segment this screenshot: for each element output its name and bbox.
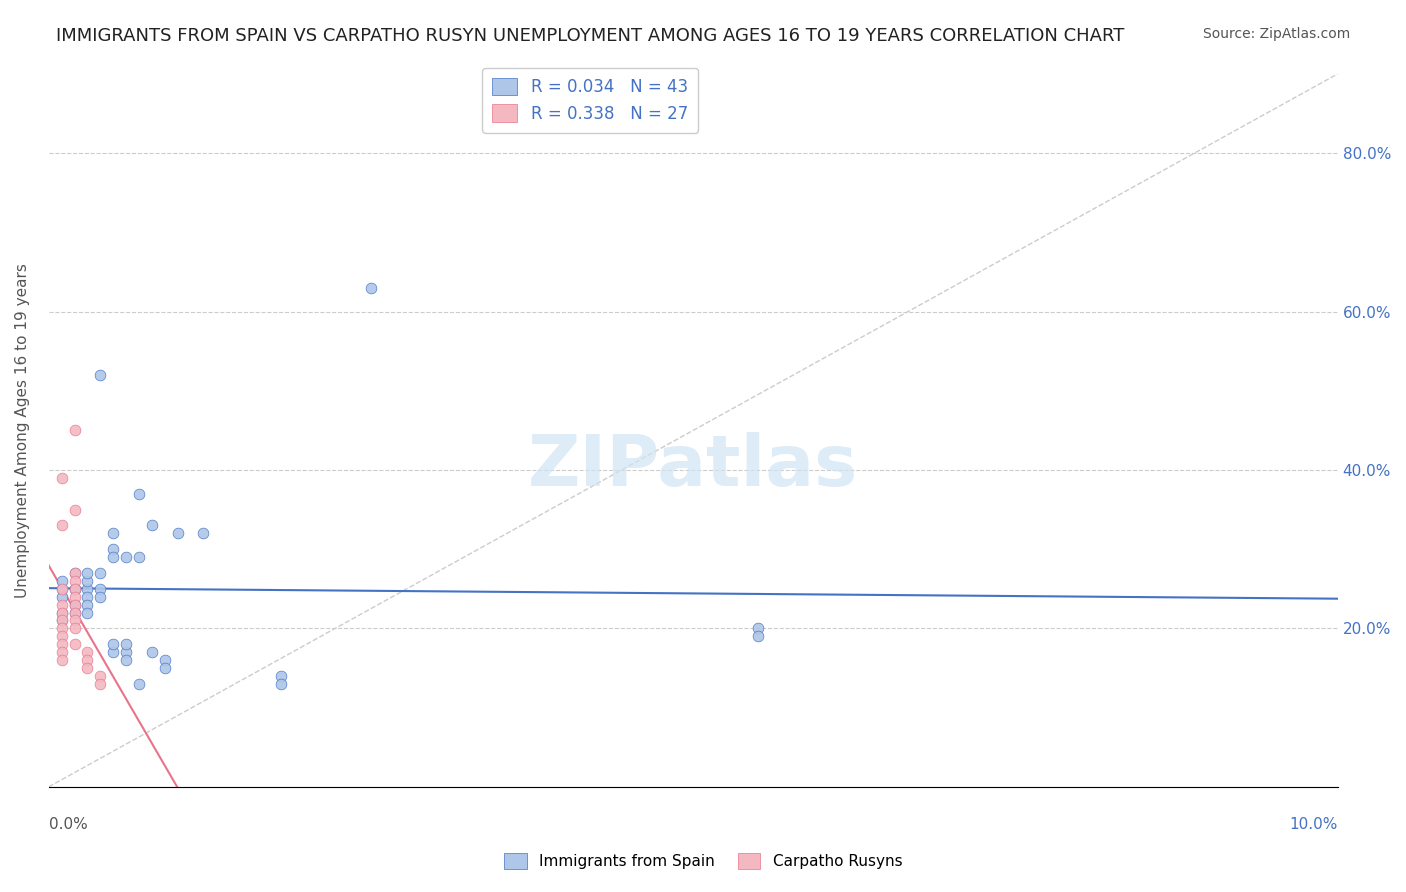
Point (115, 550, 138, 565)
Point (76, 653, 98, 667)
Point (51, 629, 73, 643)
Point (128, 487, 150, 501)
Point (51, 582, 73, 596)
Point (115, 637, 138, 651)
Point (103, 645, 125, 659)
Point (89, 368, 111, 382)
Point (76, 590, 98, 604)
Point (51, 518, 73, 533)
Point (115, 653, 138, 667)
Point (89, 590, 111, 604)
Text: IMMIGRANTS FROM SPAIN VS CARPATHO RUSYN UNEMPLOYMENT AMONG AGES 16 TO 19 YEARS C: IMMIGRANTS FROM SPAIN VS CARPATHO RUSYN … (56, 27, 1125, 45)
Point (76, 606, 98, 620)
Point (270, 677, 292, 691)
Point (166, 526, 188, 541)
Point (63, 566, 86, 580)
Point (51, 637, 73, 651)
Point (360, 281, 382, 295)
Point (51, 606, 73, 620)
Point (128, 677, 150, 691)
Point (270, 669, 292, 683)
Point (63, 566, 86, 580)
Point (115, 645, 138, 659)
Point (76, 574, 98, 588)
Legend: R = 0.034   N = 43, R = 0.338   N = 27: R = 0.034 N = 43, R = 0.338 N = 27 (482, 68, 697, 133)
Point (63, 582, 86, 596)
Point (76, 598, 98, 612)
Point (103, 550, 125, 565)
Text: Source: ZipAtlas.com: Source: ZipAtlas.com (1202, 27, 1350, 41)
Text: ZIPatlas: ZIPatlas (529, 432, 858, 500)
Point (63, 423, 86, 437)
Point (51, 574, 73, 588)
Point (76, 661, 98, 675)
Y-axis label: Unemployment Among Ages 16 to 19 years: Unemployment Among Ages 16 to 19 years (15, 263, 30, 598)
Point (51, 590, 73, 604)
Point (141, 645, 163, 659)
Point (153, 653, 176, 667)
Point (51, 645, 73, 659)
Text: 10.0%: 10.0% (1289, 817, 1337, 832)
Point (103, 637, 125, 651)
Point (76, 645, 98, 659)
Point (63, 590, 86, 604)
Point (63, 502, 86, 516)
Point (103, 526, 125, 541)
Point (63, 606, 86, 620)
Point (63, 622, 86, 636)
Point (193, 526, 215, 541)
Point (63, 598, 86, 612)
Point (747, 629, 769, 643)
Point (89, 582, 111, 596)
Point (76, 566, 98, 580)
Point (89, 677, 111, 691)
Point (63, 582, 86, 596)
Point (51, 606, 73, 620)
Point (153, 661, 176, 675)
Point (63, 606, 86, 620)
Point (103, 542, 125, 557)
Point (63, 614, 86, 628)
Point (63, 582, 86, 596)
Point (63, 574, 86, 588)
Point (51, 653, 73, 667)
Point (51, 471, 73, 485)
Point (89, 566, 111, 580)
Legend: Immigrants from Spain, Carpatho Rusyns: Immigrants from Spain, Carpatho Rusyns (498, 847, 908, 875)
Point (63, 637, 86, 651)
Point (51, 614, 73, 628)
Point (747, 622, 769, 636)
Point (89, 669, 111, 683)
Point (51, 622, 73, 636)
Point (51, 582, 73, 596)
Point (51, 614, 73, 628)
Point (63, 598, 86, 612)
Text: 0.0%: 0.0% (49, 817, 87, 832)
Point (128, 550, 150, 565)
Point (51, 598, 73, 612)
Point (76, 582, 98, 596)
Point (141, 518, 163, 533)
